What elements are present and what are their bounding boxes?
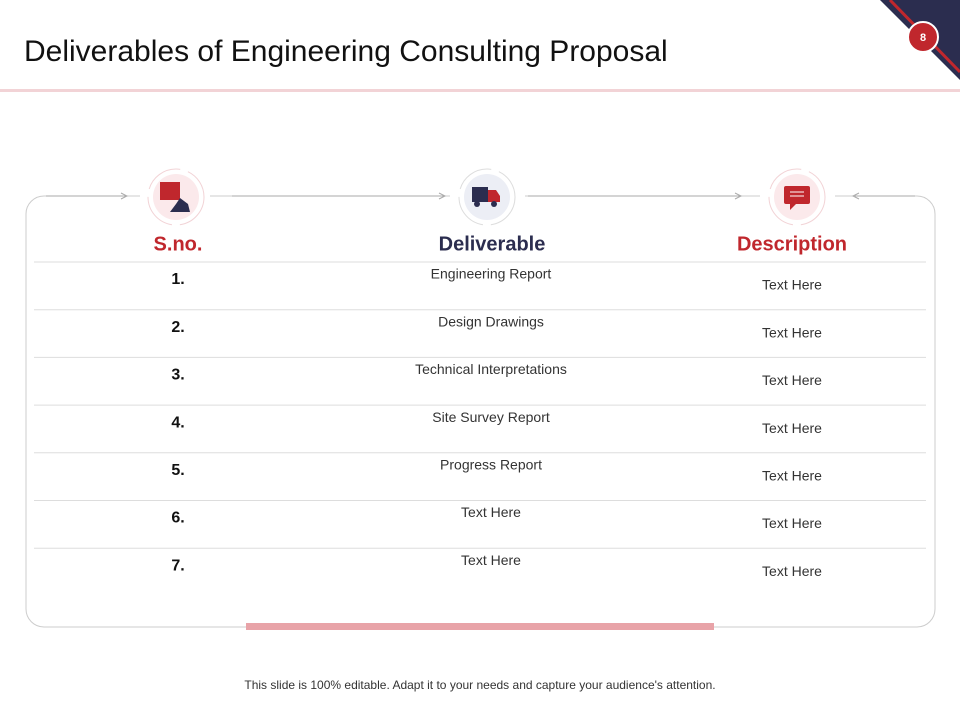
deliverable: Text Here [461,552,521,568]
row-number: 4. [171,414,184,431]
row-number: 3. [171,367,184,384]
description: Text Here [762,277,822,293]
deliverable: Technical Interpretations [415,361,567,377]
row-number: 5. [171,462,184,479]
title-underline [0,89,960,92]
deliverable: Site Survey Report [432,409,550,425]
column-header: Description [737,233,847,255]
deliverable: Engineering Report [431,266,552,282]
row-number: 7. [171,557,184,574]
description: Text Here [762,515,822,531]
row-number: 1. [171,271,184,288]
page-number: 8 [920,32,926,44]
icon-deliverable [458,168,516,226]
footer-note: This slide is 100% editable. Adapt it to… [244,678,715,692]
accent-bar [246,623,714,630]
connector-arrows [46,192,915,200]
description: Text Here [762,324,822,340]
description: Text Here [762,372,822,388]
page-badge [907,21,939,53]
row-number: 2. [171,319,184,336]
column-header: S.no. [154,233,203,255]
deliverable: Text Here [461,504,521,520]
deliverable: Design Drawings [438,313,544,329]
description: Text Here [762,563,822,579]
column-header: Deliverable [439,233,546,255]
slide-title: Deliverables of Engineering Consulting P… [24,35,668,68]
description: Text Here [762,468,822,484]
row-number: 6. [171,510,184,527]
deliverable: Progress Report [440,457,542,473]
table-body: 1. Engineering Report Text Here 2. Design Dr… [34,261,926,579]
description: Text Here [762,420,822,436]
icon-description [768,168,826,226]
icon-sno [147,168,205,226]
